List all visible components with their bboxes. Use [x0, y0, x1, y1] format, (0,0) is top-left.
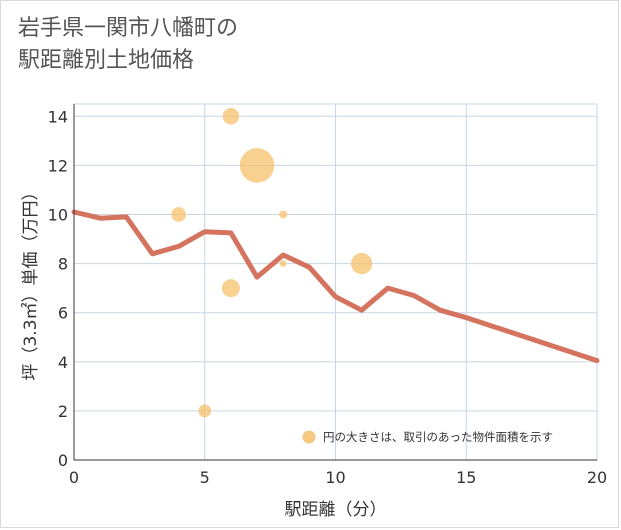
- average-price-line: [71, 209, 600, 364]
- y-tick-label: 6: [58, 304, 68, 323]
- bubble-point: [279, 260, 287, 267]
- grid: [73, 103, 598, 461]
- y-tick-label: 10: [48, 205, 68, 224]
- x-tick-label: 15: [456, 468, 476, 487]
- line-series: [71, 209, 600, 364]
- x-tick-label: 5: [200, 468, 210, 487]
- legend-note: 円の大きさは、取引のあった物件面積を示す: [323, 430, 553, 444]
- chart-title-line1: 岩手県一関市八幡町の: [18, 16, 239, 41]
- y-tick-label: 8: [58, 255, 68, 274]
- bubble-point: [222, 108, 240, 125]
- x-tick-label: 10: [325, 468, 345, 487]
- chart-title: 岩手県一関市八幡町の 駅距離別土地価格: [18, 13, 238, 77]
- legend-bubble: [302, 430, 316, 444]
- bubble-point: [239, 148, 275, 183]
- chart-title-line2: 駅距離別土地価格: [18, 48, 195, 73]
- size-legend: 円の大きさは、取引のあった物件面積を示す: [302, 430, 553, 444]
- bubble-point: [198, 404, 212, 418]
- axes: 0 5 10 15 20 0 2 4 6 8 10 12 14: [48, 104, 607, 487]
- y-axis-label: 坪（3.3㎡）単価（万円）: [21, 183, 41, 380]
- y-tick-label: 2: [58, 402, 68, 421]
- bubble-point: [279, 210, 288, 219]
- y-tick-label: 12: [48, 156, 68, 175]
- y-tick-label: 0: [58, 451, 68, 470]
- bubble-point: [171, 207, 186, 222]
- y-tick-label: 4: [58, 353, 68, 372]
- x-tick-label: 0: [69, 468, 79, 487]
- x-tick-label: 20: [587, 468, 607, 487]
- x-axis-label: 駅距離（分）: [285, 500, 387, 520]
- bubble-point: [350, 252, 373, 275]
- y-tick-label: 14: [48, 107, 68, 126]
- bubble-point: [221, 279, 240, 298]
- bubble-series: [171, 108, 373, 418]
